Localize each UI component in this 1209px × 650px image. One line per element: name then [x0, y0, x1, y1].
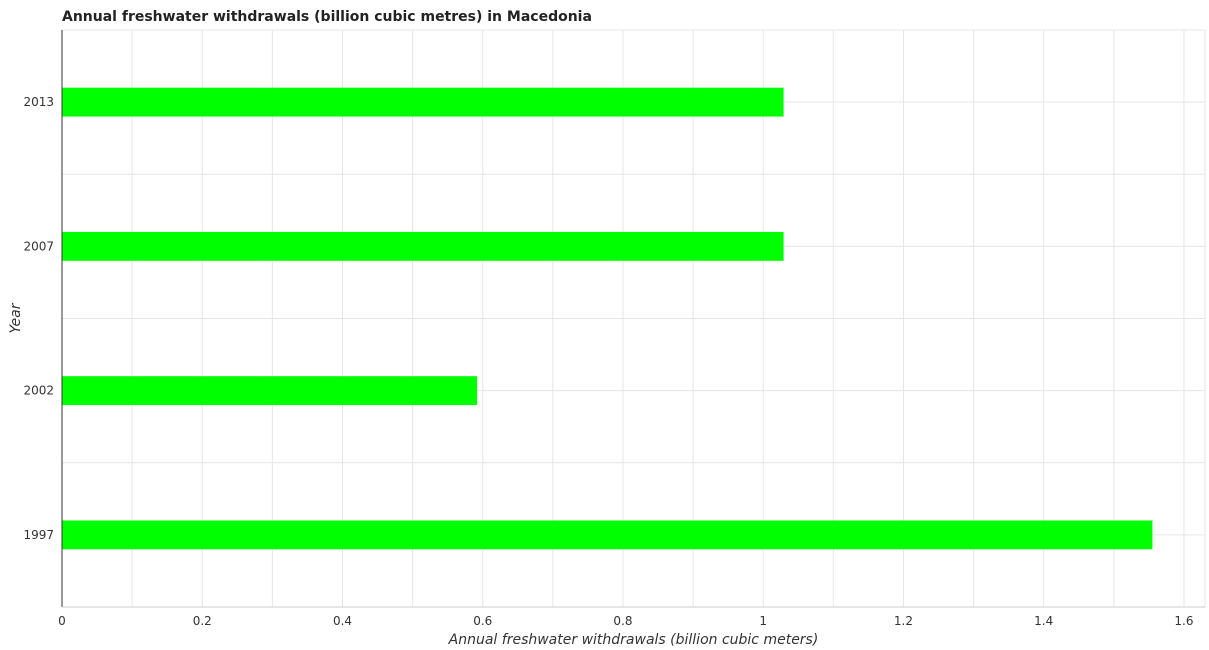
bar-1997	[62, 520, 1153, 550]
x-tick-labels: 0 0.2 0.4 0.6 0.8 1 1.2 1.4 1.6	[58, 614, 1193, 628]
x-axis-label: Annual freshwater withdrawals (billion c…	[448, 632, 819, 648]
bars	[62, 87, 1153, 550]
x-tick-label: 1	[759, 614, 767, 628]
y-axis-label: Year	[8, 302, 24, 333]
axes	[61, 30, 1205, 608]
y-tick-label-2007: 2007	[23, 239, 54, 253]
x-tick-label: 0.8	[613, 614, 632, 628]
x-tick-label: 0.6	[473, 614, 492, 628]
y-tick-label-2013: 2013	[23, 95, 54, 109]
x-tick-label: 0.4	[333, 614, 352, 628]
x-tick-label: 1.4	[1034, 614, 1053, 628]
y-tick-label-1997: 1997	[23, 528, 54, 542]
y-tick-labels: 1997 2002 2007 2013	[23, 95, 54, 542]
y-tick-label-2002: 2002	[23, 384, 54, 398]
x-tick-label: 0	[58, 614, 66, 628]
bar-2007	[62, 231, 784, 261]
bar-2002	[62, 376, 478, 406]
x-tick-label: 1.6	[1174, 614, 1193, 628]
bar-2013	[62, 87, 784, 117]
chart-title: Annual freshwater withdrawals (billion c…	[62, 9, 592, 25]
x-tick-label: 1.2	[894, 614, 913, 628]
x-tick-label: 0.2	[193, 614, 212, 628]
